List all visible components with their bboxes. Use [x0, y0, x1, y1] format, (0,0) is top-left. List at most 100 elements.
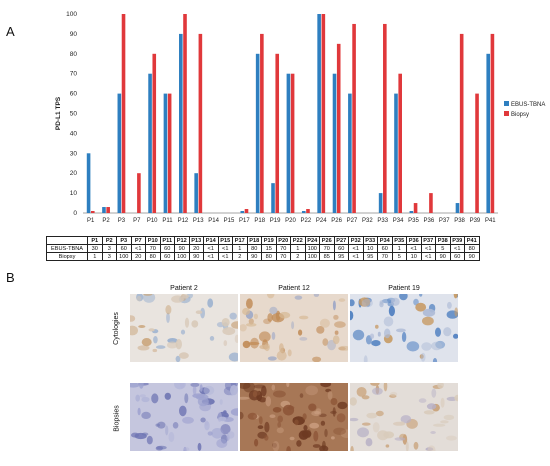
table-cell: 1	[391, 244, 407, 253]
bar-ebus	[194, 173, 198, 213]
x-tick-label: P18	[254, 218, 265, 224]
table-cell: 90	[174, 244, 190, 253]
bar-biopsy	[429, 193, 433, 213]
table-cell: 95	[362, 252, 378, 261]
bar-biopsy	[459, 33, 464, 214]
bar-biopsy	[321, 14, 326, 213]
table-cell: <1	[217, 244, 233, 253]
micrograph-biopsy-patient-19	[350, 383, 458, 451]
x-tick-label: P11	[162, 218, 173, 224]
bar-biopsy	[275, 53, 280, 213]
bar-biopsy	[290, 73, 295, 213]
bar-biopsy	[490, 33, 495, 214]
y-tick-label: 80	[70, 51, 78, 58]
bar-biopsy	[106, 207, 110, 213]
bar-ebus	[332, 73, 337, 213]
table-cell: 80	[246, 244, 262, 253]
bar-biopsy	[90, 211, 95, 213]
table-cell: <1	[203, 252, 219, 261]
bar-biopsy	[167, 93, 172, 213]
table-header-cell: P2	[101, 236, 117, 245]
table-header-cell: P14	[203, 236, 219, 245]
y-tick-label: 30	[70, 150, 78, 157]
table-cell: 90	[246, 252, 262, 261]
y-tick-label: 50	[70, 111, 78, 118]
micrograph-cytology-patient-2	[130, 294, 238, 362]
table-cell: 3	[101, 244, 117, 253]
y-tick-label: 100	[66, 11, 77, 18]
table-row-label: Biopsy	[46, 252, 88, 261]
x-tick-label: P33	[377, 218, 388, 224]
table-cell: <1	[420, 252, 436, 261]
bar-ebus	[86, 153, 91, 213]
table-header-cell: P19	[261, 236, 277, 245]
table-cell: 100	[116, 252, 132, 261]
bar-ebus	[409, 211, 414, 213]
table-row: Biopsy 1 3 100 20 80 60 100 90 <1 <1 2 90 80 70 2 100 85 9…	[46, 252, 480, 261]
bar-ebus	[271, 183, 275, 213]
table-cell: 60	[159, 252, 175, 261]
table-header-cell: P24	[304, 236, 320, 245]
table-cell: 70	[377, 252, 393, 261]
table-header-cell: P37	[420, 236, 436, 245]
bar-biopsy	[413, 203, 418, 213]
bar-ebus	[455, 203, 460, 213]
table-cell: <1	[203, 244, 219, 253]
bar-ebus	[148, 73, 152, 213]
table-header-cell: P41	[464, 236, 480, 245]
panel-a-letter: A	[6, 24, 15, 39]
table-cell: <1	[449, 244, 465, 253]
bar-ebus	[163, 93, 168, 213]
table-header-cell: P7	[130, 236, 146, 245]
bar-ebus	[286, 73, 291, 213]
table-header-cell: P36	[406, 236, 422, 245]
table-cell: 20	[188, 244, 204, 253]
x-tick-label: P38	[454, 218, 465, 224]
table-header-cell: P15	[217, 236, 233, 245]
table-header-cell: P10	[145, 236, 161, 245]
bar-biopsy	[260, 33, 264, 214]
table-header-cell: P18	[246, 236, 262, 245]
table-header-cell: P3	[116, 236, 132, 245]
table-header-cell: P32	[348, 236, 364, 245]
x-tick-label: P7	[133, 218, 141, 224]
bar-biopsy	[398, 73, 402, 213]
y-tick-label: 90	[70, 31, 78, 38]
table-cell: 100	[304, 252, 320, 261]
x-tick-label: P12	[178, 218, 189, 224]
table-header-cell: P38	[435, 236, 451, 245]
bar-ebus	[486, 53, 491, 213]
table-header-cell: P27	[333, 236, 349, 245]
x-tick-label: P14	[208, 218, 219, 224]
bar-biopsy	[383, 23, 387, 214]
micrograph-biopsy-patient-12	[240, 383, 348, 451]
x-tick-label: P39	[470, 218, 481, 224]
table-cell: 70	[145, 244, 161, 253]
y-tick-label: 20	[70, 170, 78, 177]
table-header-cell: P20	[275, 236, 291, 245]
table-cell: 2	[290, 252, 306, 261]
x-tick-label: P19	[270, 218, 281, 224]
bar-biopsy	[244, 209, 249, 213]
table-cell: 70	[275, 244, 291, 253]
x-tick-label: P2	[102, 218, 110, 224]
x-tick-label: P22	[301, 218, 312, 224]
y-tick-label: 0	[73, 210, 77, 217]
x-tick-label: P35	[408, 218, 419, 224]
data-table: P1 P2 P3 P7 P10 P11 P12 P13 P14 P15 P17 P18 P19 P20 P2…	[46, 236, 480, 261]
x-tick-label: P13	[193, 218, 204, 224]
table-cell: 1	[290, 244, 306, 253]
table-cell: 15	[261, 244, 277, 253]
table-header-row: P1 P2 P3 P7 P10 P11 P12 P13 P14 P15 P17 P18 P19 P20 P2…	[46, 236, 480, 245]
table-cell: 1	[87, 252, 103, 261]
table-row-label: EBUS-TBNA	[46, 244, 88, 253]
legend-swatch	[504, 101, 509, 106]
bar-ebus	[102, 207, 106, 213]
bar-ebus	[378, 193, 383, 213]
bar-biopsy	[198, 33, 203, 214]
x-tick-label: P37	[439, 218, 450, 224]
bar-chart: 0 10 20 30 40 50 60 70 80 90 100 PD-L1 TPS P1 P2 P3 P7 P…	[55, 11, 545, 224]
x-tick-label: P24	[316, 218, 327, 224]
table-cell: 1	[232, 244, 248, 253]
x-tick-label: P26	[331, 218, 342, 224]
